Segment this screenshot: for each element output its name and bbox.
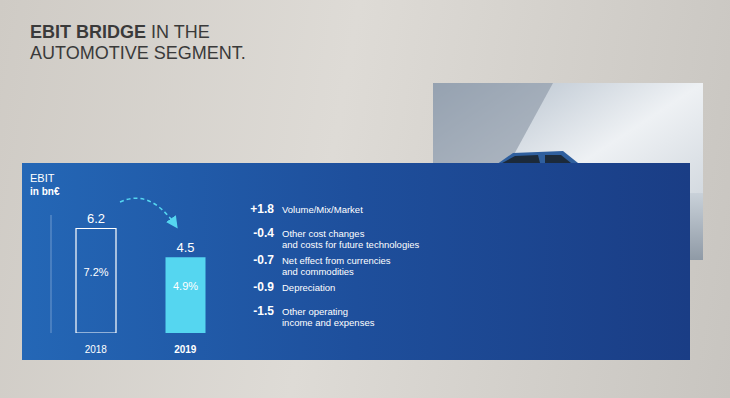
- html-text:AUTOMOTIVE SEGMENT.: AUTOMOTIVE SEGMENT.: [30, 43, 246, 63]
- html-text:Depreciation: Depreciation: [282, 282, 336, 293]
- html-text:Other cost changes: Other cost changes: [282, 228, 365, 239]
- svg-text:2019: 2019: [174, 344, 197, 355]
- html-text:Other operating: Other operating: [282, 306, 348, 317]
- html-text:-1.5: -1.5: [253, 304, 274, 318]
- svg-text:4.5: 4.5: [176, 240, 194, 255]
- svg-text:2018: 2018: [85, 344, 108, 355]
- html-text:income and expenses: income and expenses: [282, 317, 375, 328]
- html-text:in bn€: in bn€: [30, 186, 60, 197]
- html-text:+1.8: +1.8: [250, 202, 274, 216]
- html-text:-0.4: -0.4: [253, 226, 274, 240]
- svg-text:7.2%: 7.2%: [83, 266, 108, 278]
- html-text:Volume/Mix/Market: Volume/Mix/Market: [282, 204, 363, 215]
- svg-text:4.9%: 4.9%: [173, 280, 198, 292]
- html-text:-0.9: -0.9: [253, 280, 274, 294]
- html-text:Net effect from currencies: Net effect from currencies: [282, 255, 391, 266]
- html-text:and commodities: and commodities: [282, 266, 354, 277]
- html-text:EBIT BRIDGE IN THE: EBIT BRIDGE IN THE: [30, 22, 210, 42]
- svg-text:6.2: 6.2: [87, 211, 105, 226]
- html-text:and costs for future technolog: and costs for future technologies: [282, 239, 420, 250]
- html-text:-0.7: -0.7: [253, 253, 274, 267]
- html-text:EBIT: EBIT: [30, 172, 55, 184]
